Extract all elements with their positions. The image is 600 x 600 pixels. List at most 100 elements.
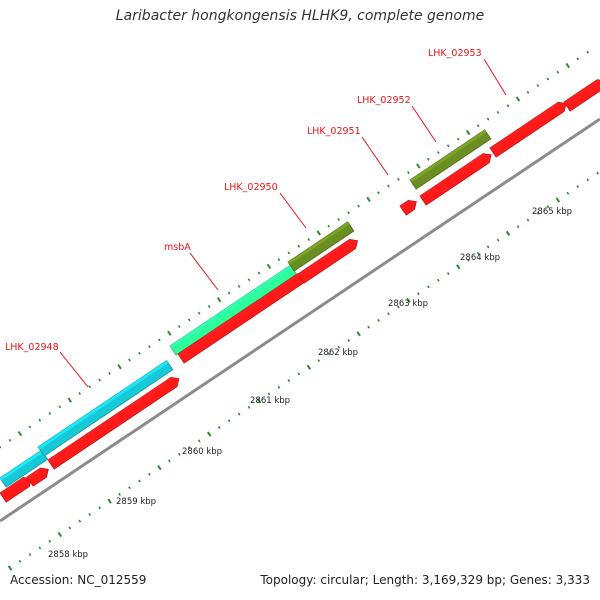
scale-tick — [407, 171, 410, 175]
scale-tick — [78, 519, 82, 523]
scale-tick — [247, 278, 251, 282]
scale-tick — [287, 379, 291, 383]
scale-tick — [0, 445, 2, 449]
gene-leader-lhk-02951 — [361, 136, 389, 176]
backbone-line — [0, 117, 600, 523]
scale-tick — [117, 364, 122, 370]
scale-tick — [107, 498, 112, 504]
scale-tick — [57, 531, 63, 538]
scale-tick — [347, 211, 350, 215]
scale-tick — [256, 398, 262, 404]
scale-tick — [266, 263, 272, 269]
scale-tick — [48, 539, 52, 543]
kbp-label: 2859 kbp — [116, 497, 156, 507]
scale-tick — [486, 117, 490, 121]
scale-tick — [515, 96, 521, 102]
scale-tick — [377, 191, 380, 195]
scale-tick — [237, 284, 241, 288]
scale-tick — [555, 197, 561, 203]
cds-bar-highlight — [48, 377, 173, 463]
gene-label-msba: msbA — [164, 242, 191, 253]
gene-label-lhk-02953: LHK_02953 — [428, 48, 482, 59]
scale-tick — [536, 211, 540, 215]
scale-tick — [247, 405, 251, 409]
scale-tick — [496, 238, 500, 242]
scale-tick — [88, 385, 92, 389]
gene-label-lhk-02951: LHK_02951 — [307, 126, 361, 137]
gene-bar-lhk-02950-highlight — [288, 221, 350, 265]
scale-tick — [128, 486, 131, 490]
scale-tick — [88, 512, 92, 516]
gene-bar-lhk-02948 — [37, 360, 174, 457]
kbp-label: 2863 kbp — [388, 299, 428, 309]
map-title: Laribacter hongkongensis HLHK9, complete… — [115, 8, 485, 24]
kbp-label: 2858 kbp — [48, 550, 88, 560]
scale-tick — [446, 144, 450, 148]
accession-text: Accession: NC_012559 — [10, 573, 147, 587]
scale-tick — [526, 218, 530, 222]
cds-bar-highlight — [178, 273, 300, 357]
scale-tick — [167, 330, 172, 336]
scale-tick — [436, 278, 440, 282]
scale-tick — [327, 352, 331, 356]
scale-tick — [476, 124, 480, 128]
gene-bar-msba — [169, 264, 298, 356]
scale-tick — [8, 438, 12, 442]
scale-tick — [576, 185, 580, 189]
scale-tick — [307, 238, 311, 242]
scale-tick — [357, 204, 360, 208]
scale-tick — [177, 452, 181, 456]
gene-bar-lhk-02948-highlight — [38, 360, 169, 450]
scale-tick — [387, 184, 390, 188]
cds-bar — [177, 273, 307, 364]
scale-tick — [456, 137, 460, 141]
scale-tick — [187, 446, 191, 450]
scale-tick — [306, 364, 312, 370]
scale-tick — [277, 385, 281, 389]
outer-tick-track — [0, 50, 590, 449]
scale-tick — [67, 397, 72, 403]
cds-bar-highlight — [0, 477, 25, 496]
scale-tick — [257, 271, 261, 275]
scale-tick — [157, 464, 162, 471]
scale-tick — [356, 331, 361, 337]
kbp-label: 2860 kbp — [182, 447, 222, 457]
scale-tick — [216, 297, 222, 303]
scale-tick — [7, 565, 13, 571]
scale-tick — [505, 230, 511, 237]
kbp-label: 2862 kbp — [318, 348, 358, 358]
scale-tick — [566, 191, 570, 195]
gene-bar-msba-highlight — [170, 265, 293, 349]
scale-tick — [28, 425, 32, 429]
scale-tick — [327, 224, 331, 228]
scale-tick — [277, 258, 281, 262]
gene-leader-lhk-02953 — [483, 58, 507, 96]
scale-tick — [138, 479, 141, 483]
scale-tick — [337, 217, 341, 221]
scale-tick — [197, 311, 201, 315]
kbp-label: 2861 kbp — [250, 396, 290, 406]
gene-bar-lhk-02950 — [287, 221, 355, 272]
scale-tick — [426, 285, 430, 289]
scale-tick — [436, 151, 440, 155]
scale-tick — [337, 345, 341, 349]
gene-leader-msba — [189, 252, 219, 291]
scale-tick — [197, 439, 201, 443]
scale-tick — [148, 345, 151, 349]
scale-tick — [297, 372, 301, 376]
scale-tick — [526, 90, 530, 94]
scale-tick — [317, 359, 321, 363]
cds-bar-lhk-02953 — [489, 101, 567, 158]
scale-tick — [217, 425, 221, 429]
gene-label-lhk-02948: LHK_02948 — [5, 342, 59, 353]
scale-tick — [387, 312, 390, 316]
scale-tick — [506, 104, 510, 108]
inner-tick-track — [7, 171, 600, 571]
cds-bar-highlight — [420, 153, 485, 199]
scale-tick — [78, 391, 82, 395]
scale-tick — [177, 325, 181, 329]
scale-tick — [227, 419, 231, 423]
gene-leader-lhk-02950 — [279, 192, 307, 229]
